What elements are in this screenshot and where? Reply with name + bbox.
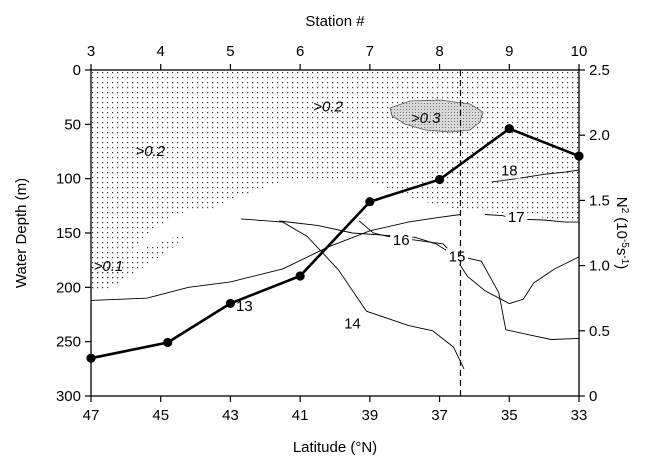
contour-label-14: 14: [344, 316, 361, 333]
x-tick-label: 33: [571, 407, 588, 424]
x-axis-top: 3 4 5 6 7 8 9 10: [87, 43, 588, 70]
contour-label-bg: [505, 209, 528, 226]
y-right-title-s: s: [613, 248, 630, 256]
series-line-0: [90, 127, 580, 360]
y-right-tick-label: 2.0: [589, 127, 610, 144]
x-axis-title: Latitude (°N): [293, 439, 377, 456]
x-tick-label: 43: [222, 407, 239, 424]
top-tick-label: 10: [571, 43, 588, 60]
contour-line-17: [484, 214, 579, 223]
y-right-tick-label: 0.5: [589, 323, 610, 340]
contour-line-15: [279, 220, 579, 305]
y-left-tick-label: 150: [56, 225, 81, 242]
data-point-1: [163, 337, 173, 348]
contour-region-03: [389, 99, 484, 133]
contour-label-13: 13: [236, 298, 253, 315]
top-tick-label: 6: [296, 43, 304, 60]
data-point-7: [574, 151, 584, 161]
region-label-2: >0.3: [411, 110, 441, 127]
x-tick-label: 37: [431, 407, 448, 424]
stipple-layer: [91, 70, 579, 290]
y-right-tick-label: 1.5: [589, 192, 610, 209]
contour-label-18: 18: [501, 162, 518, 179]
top-tick-label: 4: [157, 43, 165, 60]
region-label-1: >0.2: [313, 98, 343, 115]
x-tick-label: 47: [83, 407, 100, 424]
y-right-title-close: ): [613, 264, 630, 269]
y-axis-left-title: Water Depth (m): [13, 178, 30, 288]
x-axis-bottom: 47 45 43 41 39 37 35 33: [83, 396, 588, 424]
data-point-6: [504, 124, 514, 134]
y-right-title-n: N: [613, 197, 630, 208]
top-axis-title: Station #: [305, 13, 365, 30]
region-label-3: >0.1: [94, 258, 124, 275]
top-tick-label: 7: [366, 43, 374, 60]
top-tick-label: 8: [435, 43, 443, 60]
top-tick-label: 5: [226, 43, 234, 60]
y-right-title-unit: (10: [613, 213, 630, 239]
y-right-title-sup: 2: [620, 208, 631, 214]
data-point-2: [225, 298, 236, 309]
y-left-tick-label: 0: [73, 62, 81, 79]
y-right-title-sup3: -1: [620, 255, 631, 264]
region-labels: >0.2 >0.2 >0.3 >0.1: [94, 98, 441, 275]
y-right-tick-label: 1.0: [589, 258, 610, 275]
data-point-5: [434, 174, 445, 185]
y-left-tick-label: 100: [56, 171, 81, 188]
stipple-region-lower-left: [91, 236, 185, 290]
y-right-tick-label: 2.5: [589, 62, 610, 79]
contour-labels: 13 14 15 16 17 18: [233, 162, 528, 333]
y-axis-right: 0 0.5 1.0 1.5 2.0 2.5: [579, 62, 610, 405]
y-right-title-sup2: -5: [620, 239, 631, 248]
data-point-4: [365, 197, 375, 207]
y-left-tick-label: 200: [56, 279, 81, 296]
contour-label-bg: [341, 315, 364, 332]
data-point-0: [86, 353, 96, 363]
y-left-tick-label: 250: [56, 334, 81, 351]
x-tick-label: 45: [152, 407, 169, 424]
series-group: [86, 124, 584, 363]
region-label-0: >0.2: [135, 143, 165, 160]
data-point-3: [295, 271, 305, 281]
top-tick-label: 3: [87, 43, 95, 60]
contour-line-14: [240, 218, 465, 369]
contour-label-17: 17: [508, 209, 525, 226]
contour-label-bg: [233, 298, 256, 315]
y-axis-left: 0 50 100 150 200 250 300: [56, 62, 91, 405]
contour-line-18: [491, 169, 579, 183]
x-tick-label: 41: [292, 407, 309, 424]
contour-line-13: [91, 214, 461, 301]
x-tick-label: 35: [501, 407, 518, 424]
y-right-tick-label: 0: [589, 388, 597, 405]
contour-label-16: 16: [393, 232, 410, 249]
contour-label-bg: [498, 162, 521, 179]
y-left-tick-label: 50: [64, 116, 81, 133]
y-left-tick-label: 300: [56, 388, 81, 405]
contour-label-bg: [390, 231, 413, 248]
x-tick-label: 39: [362, 407, 379, 424]
top-tick-label: 9: [505, 43, 513, 60]
contour-label-15: 15: [449, 248, 466, 265]
contour-label-bg: [446, 248, 468, 265]
y-axis-right-title: N2 (10-5s-1): [613, 197, 631, 270]
